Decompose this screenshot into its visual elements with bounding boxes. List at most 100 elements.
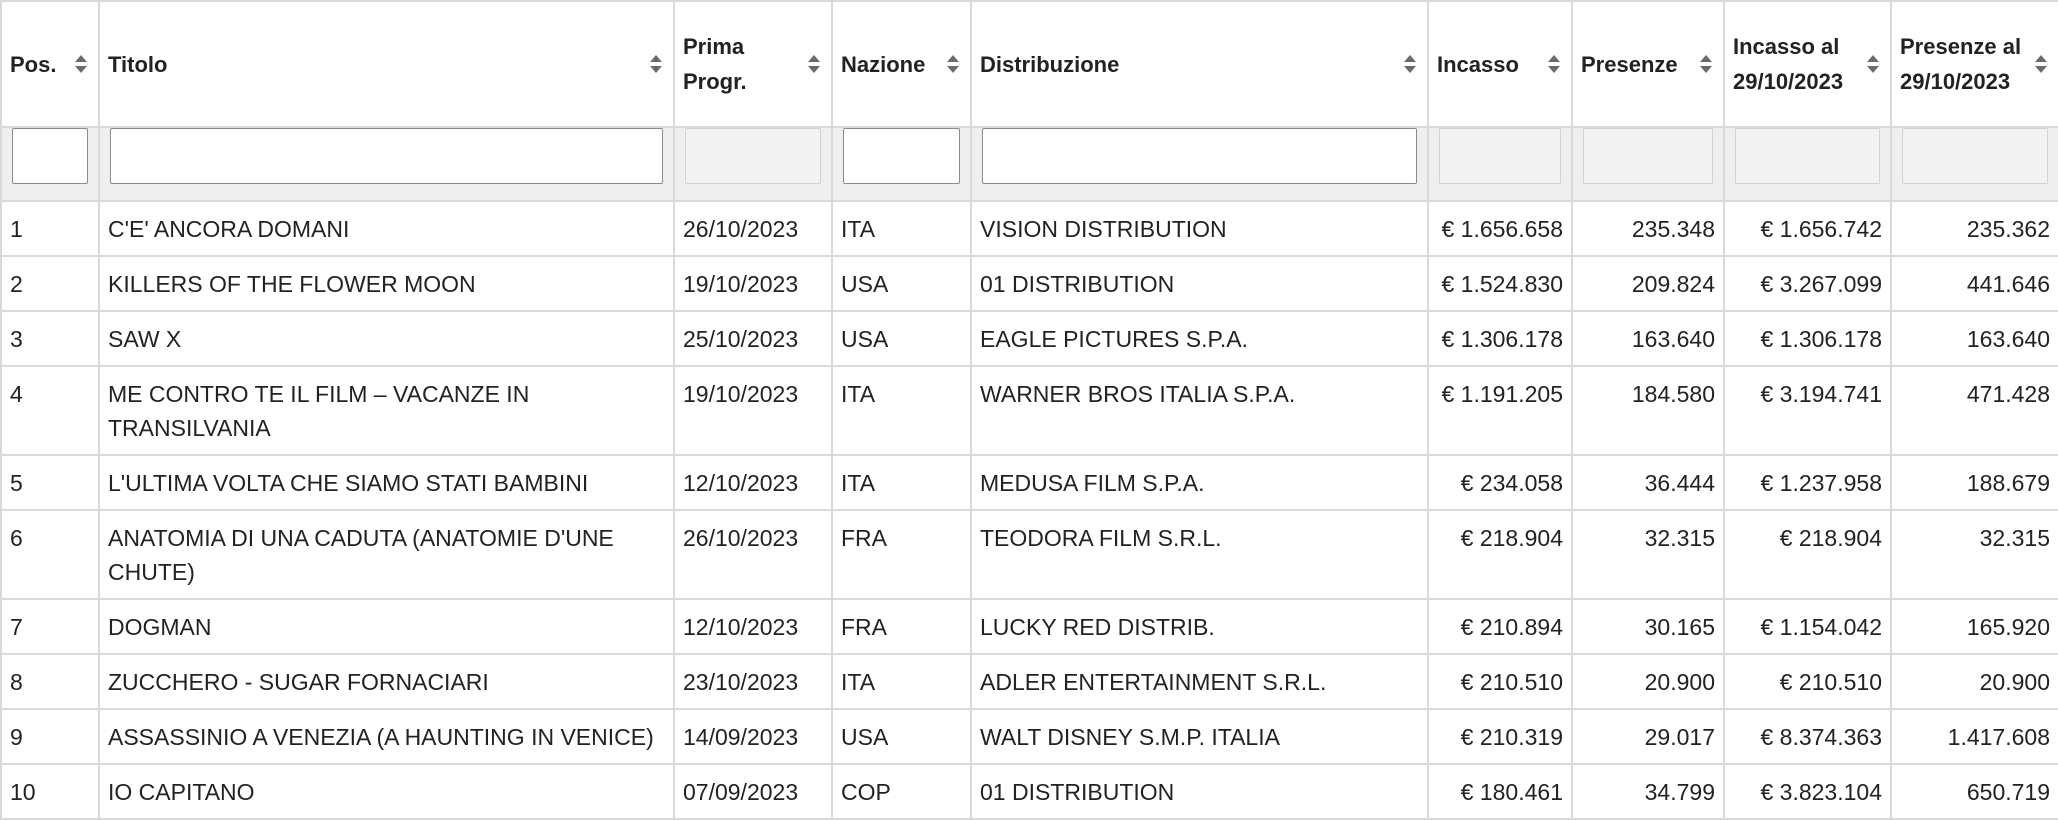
cell-presenze-tot: 1.417.608: [1890, 708, 2058, 765]
cell-pos: 2: [0, 255, 100, 312]
table-row: 4 ME CONTRO TE IL FILM – VACANZE IN TRANS…: [0, 365, 2058, 456]
cell-presenze-tot: 441.646: [1890, 255, 2058, 312]
cell-titolo: ANATOMIA DI UNA CADUTA (ANATOMIE D'UNE C…: [98, 509, 675, 600]
cell-distribuzione: TEODORA FILM S.R.L.: [970, 509, 1429, 600]
cell-nazione: ITA: [831, 454, 972, 511]
column-header-label: Presenze: [1581, 51, 1678, 77]
header-row: Pos. Titolo Prima Progr. Nazione Distrib…: [0, 0, 2058, 128]
cell-presenze: 29.017: [1571, 708, 1725, 765]
cell-prima: 14/09/2023: [673, 708, 833, 765]
cell-nazione: FRA: [831, 598, 972, 655]
cell-presenze-tot: 235.362: [1890, 200, 2058, 257]
cell-prima: 23/10/2023: [673, 653, 833, 710]
cell-distribuzione: WARNER BROS ITALIA S.P.A.: [970, 365, 1429, 456]
cell-titolo: L'ULTIMA VOLTA CHE SIAMO STATI BAMBINI: [98, 454, 675, 511]
cell-presenze-tot: 188.679: [1890, 454, 2058, 511]
table-row: 2 KILLERS OF THE FLOWER MOON 19/10/2023 USA…: [0, 255, 2058, 312]
column-header-incasso-totale[interactable]: Incasso al 29/10/2023: [1723, 0, 1892, 128]
sort-both-icon[interactable]: [1547, 54, 1561, 74]
cell-incasso: € 1.524.830: [1427, 255, 1573, 312]
cell-pos: 8: [0, 653, 100, 710]
cell-presenze: 163.640: [1571, 310, 1725, 367]
table-row: 5 L'ULTIMA VOLTA CHE SIAMO STATI BAMBINI 1…: [0, 454, 2058, 511]
column-header-label: Incasso: [1437, 51, 1519, 77]
filter-row: [0, 126, 2058, 202]
cell-titolo: KILLERS OF THE FLOWER MOON: [98, 255, 675, 312]
filter-input-titolo[interactable]: [110, 128, 663, 184]
cell-presenze: 36.444: [1571, 454, 1725, 511]
cell-nazione: ITA: [831, 653, 972, 710]
filter-input-nazione[interactable]: [843, 128, 960, 184]
column-header-label: Titolo: [108, 51, 168, 77]
column-header-pos[interactable]: Pos.: [0, 0, 100, 128]
table-row: 3 SAW X 25/10/2023 USA EAGLE PICTURES S.P.A.…: [0, 310, 2058, 367]
cell-incasso-tot: € 218.904: [1723, 509, 1892, 600]
cell-incasso: € 218.904: [1427, 509, 1573, 600]
sort-both-icon[interactable]: [1699, 54, 1713, 74]
column-header-label: Nazione: [841, 51, 926, 77]
column-header-prima-progr[interactable]: Prima Progr.: [673, 0, 833, 128]
cell-distribuzione: MEDUSA FILM S.P.A.: [970, 454, 1429, 511]
column-header-label: Distribuzione: [980, 51, 1120, 77]
cell-prima: 25/10/2023: [673, 310, 833, 367]
column-header-presenze[interactable]: Presenze: [1571, 0, 1725, 128]
table-row: 6 ANATOMIA DI UNA CADUTA (ANATOMIE D'UNE …: [0, 509, 2058, 600]
sort-both-icon[interactable]: [649, 54, 663, 74]
sort-both-icon[interactable]: [807, 54, 821, 74]
cell-prima: 26/10/2023: [673, 509, 833, 600]
column-header-distribuzione[interactable]: Distribuzione: [970, 0, 1429, 128]
cell-presenze-tot: 163.640: [1890, 310, 2058, 367]
cell-incasso-tot: € 1.154.042: [1723, 598, 1892, 655]
cell-presenze-tot: 20.900: [1890, 653, 2058, 710]
filter-cell-presenze-totale: [1890, 126, 2058, 202]
filter-cell-pos: [0, 126, 100, 202]
cell-titolo: ME CONTRO TE IL FILM – VACANZE IN TRANSI…: [98, 365, 675, 456]
cell-incasso: € 210.319: [1427, 708, 1573, 765]
cell-pos: 1: [0, 200, 100, 257]
column-header-label: Incasso al 29/10/2023: [1733, 34, 1844, 94]
cell-titolo: ZUCCHERO - SUGAR FORNACIARI: [98, 653, 675, 710]
sort-both-icon[interactable]: [946, 54, 960, 74]
cell-incasso-tot: € 210.510: [1723, 653, 1892, 710]
cell-titolo: DOGMAN: [98, 598, 675, 655]
cell-incasso: € 1.306.178: [1427, 310, 1573, 367]
filter-input-pos[interactable]: [12, 128, 88, 184]
filter-input-distribuzione[interactable]: [982, 128, 1417, 184]
table-row: 9 ASSASSINIO A VENEZIA (A HAUNTING IN VEN…: [0, 708, 2058, 765]
sort-both-icon[interactable]: [1403, 54, 1417, 74]
cell-nazione: USA: [831, 310, 972, 367]
column-header-nazione[interactable]: Nazione: [831, 0, 972, 128]
cell-distribuzione: EAGLE PICTURES S.P.A.: [970, 310, 1429, 367]
cell-nazione: ITA: [831, 365, 972, 456]
cell-presenze-tot: 471.428: [1890, 365, 2058, 456]
filter-input-incasso-totale: [1735, 128, 1880, 184]
cell-presenze: 184.580: [1571, 365, 1725, 456]
cell-incasso: € 1.656.658: [1427, 200, 1573, 257]
cell-incasso-tot: € 3.267.099: [1723, 255, 1892, 312]
cell-prima: 19/10/2023: [673, 255, 833, 312]
cell-pos: 3: [0, 310, 100, 367]
cell-pos: 5: [0, 454, 100, 511]
cell-titolo: SAW X: [98, 310, 675, 367]
sort-both-icon[interactable]: [74, 54, 88, 74]
cell-incasso-tot: € 3.194.741: [1723, 365, 1892, 456]
cell-prima: 26/10/2023: [673, 200, 833, 257]
column-header-label: Pos.: [10, 51, 57, 77]
table-row: 1 C'E' ANCORA DOMANI 26/10/2023 ITA VISION D…: [0, 200, 2058, 257]
cell-distribuzione: 01 DISTRIBUTION: [970, 255, 1429, 312]
cell-prima: 12/10/2023: [673, 598, 833, 655]
cell-pos: 4: [0, 365, 100, 456]
column-header-label: Prima Progr.: [683, 34, 747, 94]
column-header-incasso[interactable]: Incasso: [1427, 0, 1573, 128]
cell-presenze-tot: 165.920: [1890, 598, 2058, 655]
cell-incasso: € 210.894: [1427, 598, 1573, 655]
filter-cell-incasso-totale: [1723, 126, 1892, 202]
sort-both-icon[interactable]: [2034, 54, 2048, 74]
sort-both-icon[interactable]: [1866, 54, 1880, 74]
cell-distribuzione: LUCKY RED DISTRIB.: [970, 598, 1429, 655]
column-header-titolo[interactable]: Titolo: [98, 0, 675, 128]
column-header-presenze-totale[interactable]: Presenze al 29/10/2023: [1890, 0, 2058, 128]
table-row: 8 ZUCCHERO - SUGAR FORNACIARI 23/10/2023 IT…: [0, 653, 2058, 710]
filter-input-incasso: [1439, 128, 1561, 184]
